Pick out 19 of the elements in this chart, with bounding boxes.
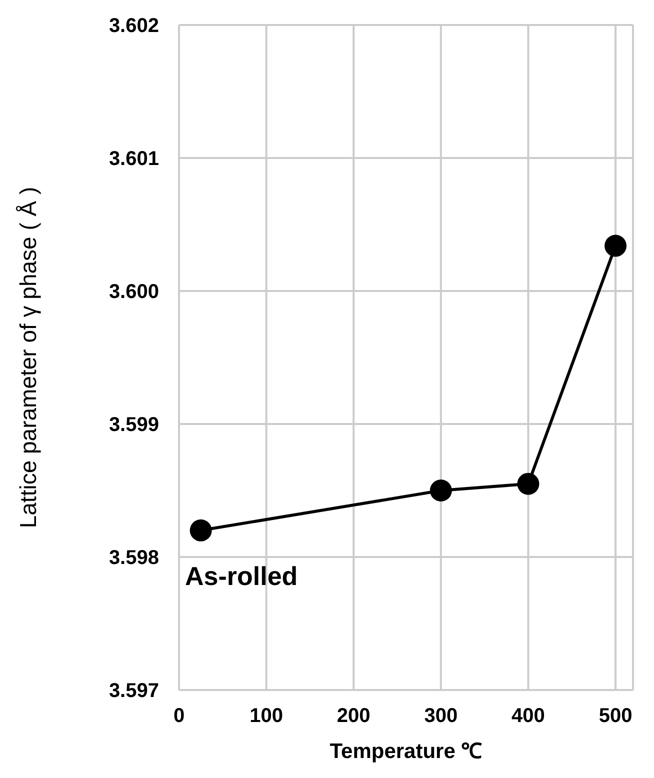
y-tick-label: 3.600 xyxy=(108,281,159,304)
point xyxy=(517,472,540,495)
point xyxy=(430,480,452,502)
y-tick-label: 3.598 xyxy=(108,547,159,570)
y-axis-title: Lattice parameter of γ phase ( Å ) xyxy=(15,186,42,528)
x-tick-label: 200 xyxy=(336,705,370,728)
y-tick-label: 3.601 xyxy=(108,148,159,170)
x-tick-label: 0 xyxy=(173,705,185,728)
x-tick-label: 400 xyxy=(512,705,545,728)
x-axis-title: Temperature ℃ xyxy=(330,740,482,763)
y-tick-label: 3.602 xyxy=(108,15,159,38)
annotation: As-rolled xyxy=(185,561,298,592)
point xyxy=(604,234,627,257)
x-tick-label: 500 xyxy=(598,705,632,728)
x-tick-label: 300 xyxy=(424,705,458,728)
x-tick-label: 100 xyxy=(250,705,283,728)
y-tick-label: 3.597 xyxy=(108,680,159,702)
point xyxy=(190,519,212,542)
y-tick-label: 3.599 xyxy=(108,414,159,436)
